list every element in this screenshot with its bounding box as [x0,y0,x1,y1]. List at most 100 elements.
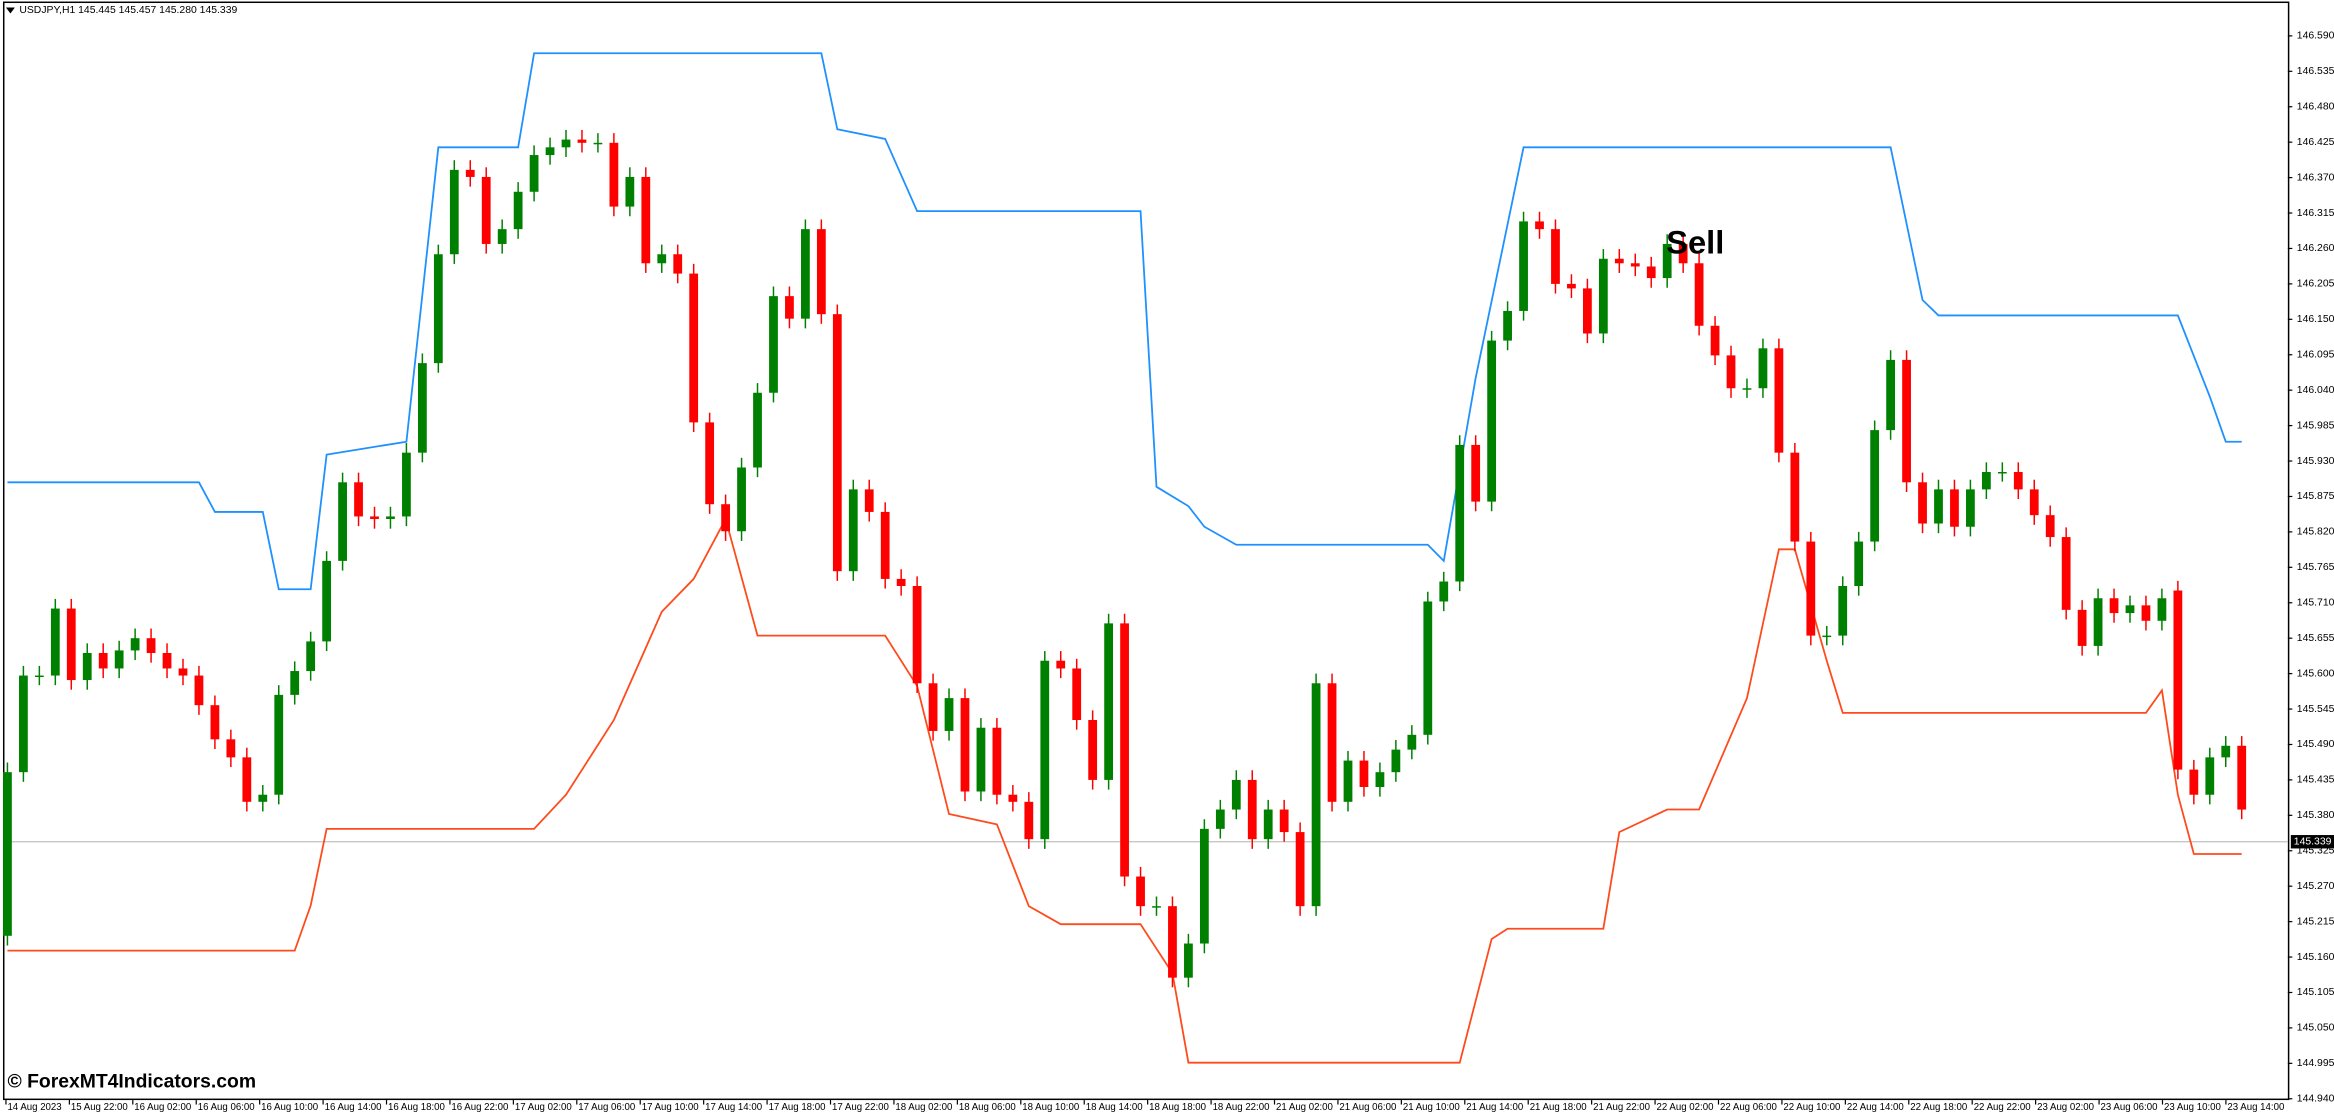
candle-body [1120,623,1129,877]
x-tick-label: 16 Aug 14:00 [325,1102,382,1113]
candle-body [513,191,523,230]
candle-body [210,705,220,740]
candle-body [1902,359,1911,483]
x-tick-label: 17 Aug 10:00 [642,1102,699,1113]
candle-body [1678,243,1688,264]
candle-body [497,229,507,244]
candle-body [1136,876,1145,907]
x-tick-label: 23 Aug 14:00 [2227,1102,2284,1113]
candle-body [386,516,395,520]
candle-body [306,641,316,672]
annotation: Sell [1666,224,1724,261]
candle-body [50,608,60,676]
y-tick-label: 145.160 [2297,952,2334,963]
y-tick-label: 146.040 [2297,385,2334,396]
candle-body [1567,283,1576,289]
candle-body [1710,325,1720,356]
watermark: © ForexMT4Indicators.com [7,1070,256,1092]
x-tick-label: 21 Aug 02:00 [1276,1102,1333,1113]
y-tick-label: 146.095 [2297,349,2334,360]
candle-body [2157,598,2167,621]
y-tick-label: 145.600 [2297,668,2334,679]
candle-body [1487,340,1497,502]
x-tick-label: 18 Aug 18:00 [1149,1102,1206,1113]
candle-body [1056,660,1066,669]
candle-body [912,586,922,684]
candle-body [82,653,92,681]
candle-body [1184,943,1193,978]
candle-body [1598,258,1608,334]
candle-body [3,772,12,936]
candle-body [864,489,874,512]
x-tick-label: 18 Aug 10:00 [1022,1102,1079,1113]
x-tick-label: 22 Aug 10:00 [1783,1102,1840,1113]
candle-body [1231,779,1241,810]
y-tick-label: 146.535 [2297,66,2334,77]
candle-body [370,516,379,520]
current-price-box [2290,835,2334,849]
candle-body [1008,794,1018,802]
x-tick-label: 18 Aug 14:00 [1086,1102,1143,1113]
y-tick-label: 145.985 [2297,420,2334,431]
candle-body [1407,734,1417,750]
candle-body [816,229,826,315]
candle-body [1455,444,1465,582]
candle-body [1295,832,1305,907]
x-tick-label: 17 Aug 02:00 [515,1102,572,1113]
candle-body [1694,263,1704,326]
channel-line [7,52,2242,591]
candle-body [2093,598,2103,646]
x-tick-label: 21 Aug 06:00 [1339,1102,1396,1113]
candle-body [2109,598,2119,614]
candle-body [114,650,124,669]
candle-body [1439,581,1449,602]
candle-body [529,155,539,192]
menu-arrow[interactable] [5,7,15,14]
candle-body [880,511,890,579]
candle-body [2013,471,2023,490]
candle-body [577,139,587,143]
y-tick-label: 144.940 [2297,1094,2334,1105]
candle-body [2077,609,2087,646]
candle-body [2205,757,2215,795]
candle-body [1391,749,1401,773]
candle-body [1854,541,1864,587]
candle-body [1152,906,1161,908]
y-tick-label: 145.820 [2297,527,2334,538]
candle-body [2141,605,2151,621]
candle-body [801,229,810,319]
x-tick-label: 22 Aug 02:00 [1657,1102,1714,1113]
x-tick-label: 22 Aug 18:00 [1910,1102,1967,1113]
y-tick-label: 146.590 [2297,31,2334,42]
candle-body [689,273,699,423]
y-tick-label: 145.655 [2297,633,2334,644]
candle-body [944,698,954,731]
candle-body [1263,809,1273,840]
y-tick-label: 146.425 [2297,137,2334,148]
candle-body [1503,310,1512,341]
y-tick-label: 146.480 [2297,101,2334,112]
x-tick-label: 23 Aug 10:00 [2164,1102,2221,1113]
candle-body [1630,263,1640,267]
candle-body [338,482,347,561]
candle-body [1726,355,1736,389]
y-tick-label: 146.150 [2297,314,2334,325]
candle-body [1168,906,1177,978]
candle-body [1311,683,1321,907]
x-tick-label: 22 Aug 06:00 [1720,1102,1777,1113]
candle-body [130,638,140,651]
candle-body [1279,809,1289,833]
y-tick-label: 145.545 [2297,704,2334,715]
candle-body [561,139,571,148]
candle-body [832,314,842,572]
candle-body [1215,809,1225,829]
y-tick-label: 145.930 [2297,456,2334,467]
candle-body [1375,772,1385,787]
candle-body [1790,452,1800,542]
candle-body [1918,482,1927,524]
x-tick-label: 14 Aug 2023 [7,1102,61,1113]
candle-body [242,757,252,802]
x-tick-label: 17 Aug 14:00 [705,1102,762,1113]
candle-body [769,296,778,393]
candle-body [34,675,44,678]
